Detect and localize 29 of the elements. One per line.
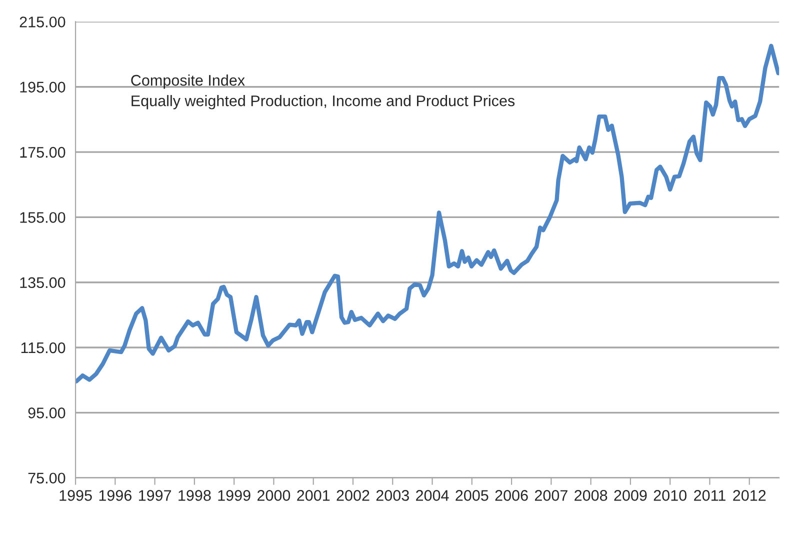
x-tick-label: 1997 (138, 490, 172, 501)
line-series (76, 44, 780, 384)
x-tick-label: 2007 (534, 490, 568, 501)
x-tick-label: 1999 (218, 490, 250, 501)
x-tick-label: 2012 (733, 490, 766, 501)
y-tick-label: 175.00 (20, 146, 66, 158)
y-tick-label: 75.00 (28, 472, 66, 484)
x-tick-label: 2002 (336, 490, 370, 501)
x-tick-label: 2001 (297, 490, 330, 501)
x-tick-label: 2005 (456, 490, 488, 501)
y-tick-label: 215.00 (20, 16, 66, 28)
y-tick-label: 135.00 (20, 277, 66, 288)
x-tick-label: 1996 (99, 490, 132, 501)
x-tick-label: 2006 (495, 490, 528, 501)
x-tick-label: 2000 (257, 490, 290, 501)
annotation: Composite Index (131, 74, 245, 89)
x-tick-label: 2003 (376, 490, 409, 501)
y-tick-label: 195.00 (20, 82, 66, 93)
x-tick-label: 1995 (60, 490, 92, 501)
x-tick-label: 2008 (574, 490, 608, 501)
x-tick-label: 2011 (694, 490, 726, 501)
y-tick-label: 115.00 (21, 342, 66, 354)
y-tick-label: 155.00 (20, 212, 66, 223)
x-tick-label: 1998 (178, 490, 211, 501)
x-tick-label: 2004 (416, 490, 449, 501)
annotation: Equally weighted Production, Income and Product Prices (132, 95, 515, 110)
x-tick-label: 2010 (654, 490, 686, 501)
y-tick-label: 95.00 (28, 408, 66, 418)
x-tick-label: 2009 (614, 490, 647, 501)
